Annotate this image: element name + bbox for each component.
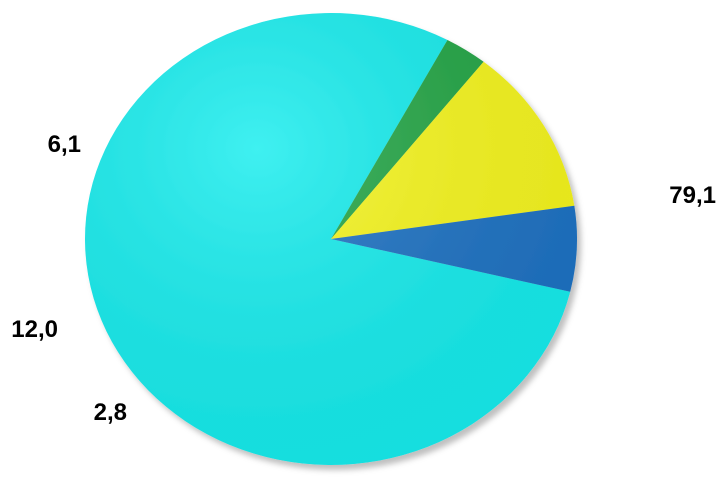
slice-label-6-1: 6,1 xyxy=(48,131,81,158)
slice-label-12-0: 12,0 xyxy=(11,316,58,343)
pie-slices xyxy=(84,13,577,466)
slice-label-2-8: 2,8 xyxy=(94,399,127,426)
slice-label-79-1: 79,1 xyxy=(669,182,716,209)
pie-labels: 79,1 2,8 12,0 6,1 xyxy=(11,131,716,426)
